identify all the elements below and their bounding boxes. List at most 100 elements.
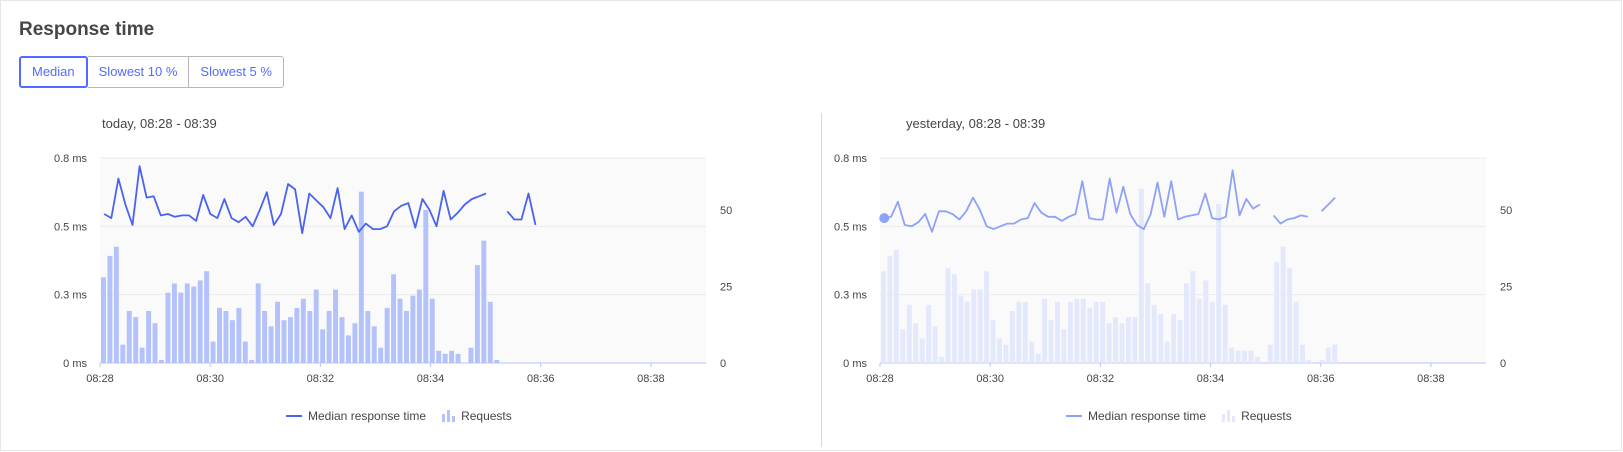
requests-bar xyxy=(990,320,996,363)
requests-bar xyxy=(455,353,461,363)
requests-bar xyxy=(210,341,216,363)
requests-bar xyxy=(494,359,500,363)
requests-bar xyxy=(1158,314,1164,363)
plot-area xyxy=(100,158,706,363)
y-left-tick-label: 0.3 ms xyxy=(834,290,868,302)
requests-bar xyxy=(977,289,983,363)
x-tick-label: 08:28 xyxy=(86,373,114,385)
requests-bar xyxy=(1132,317,1138,363)
requests-bar xyxy=(1100,301,1106,363)
requests-bar xyxy=(1306,359,1312,363)
requests-bar xyxy=(997,338,1002,363)
requests-bar xyxy=(397,298,403,363)
legend-item-median[interactable]: Median response time xyxy=(286,409,426,423)
requests-bar xyxy=(339,317,345,363)
requests-bar xyxy=(268,326,274,363)
requests-bar xyxy=(436,350,442,363)
requests-bar xyxy=(255,283,261,363)
requests-bar xyxy=(275,301,281,363)
requests-bar xyxy=(900,329,906,363)
requests-bar xyxy=(262,310,268,363)
requests-bar xyxy=(449,350,455,363)
requests-bar xyxy=(945,268,951,363)
line-legend-icon xyxy=(286,415,302,417)
x-tick-label: 08:36 xyxy=(527,373,555,385)
chart-legend: Median response time Requests xyxy=(1066,409,1292,423)
x-tick-label: 08:30 xyxy=(976,373,1004,385)
requests-bar xyxy=(133,317,139,363)
chart-yesterday-plot[interactable]: 0.8 ms 0.5 ms 0.3 ms 0 ms 50 25 0 08:28 08:30 08:… xyxy=(820,110,1540,400)
requests-bar xyxy=(345,335,351,363)
x-tick-label: 08:34 xyxy=(1197,373,1225,385)
requests-bar xyxy=(1319,359,1325,363)
requests-bar xyxy=(352,323,358,363)
y-left-tick-label: 0.3 ms xyxy=(54,290,88,302)
legend-label: Requests xyxy=(461,409,512,423)
x-tick-label: 08:38 xyxy=(1417,373,1445,385)
requests-bar xyxy=(1061,329,1067,363)
requests-bar xyxy=(939,356,944,363)
requests-bar xyxy=(171,283,177,363)
requests-bar xyxy=(307,310,313,363)
legend-label: Median response time xyxy=(1088,409,1207,423)
requests-bar xyxy=(204,271,210,363)
chart-title: today, 08:28 - 08:39 xyxy=(102,116,217,131)
requests-bar xyxy=(1119,323,1125,363)
requests-bar xyxy=(1067,301,1073,363)
chart-legend: Median response time Requests xyxy=(286,409,512,423)
requests-bar xyxy=(126,310,132,363)
requests-bar xyxy=(287,317,293,363)
legend-item-requests[interactable]: Requests xyxy=(442,409,512,423)
requests-bar xyxy=(423,210,429,363)
requests-bar xyxy=(442,353,448,363)
legend-item-requests[interactable]: Requests xyxy=(1222,409,1292,423)
requests-bar xyxy=(1164,341,1170,363)
requests-bar xyxy=(1048,320,1054,363)
requests-bar xyxy=(101,277,106,363)
chart-yesterday: yesterday, 08:28 - 08:39 0.8 ms 0.5 ms 0.3… xyxy=(820,110,1540,440)
requests-bar xyxy=(481,240,487,363)
requests-bar xyxy=(1106,323,1112,363)
requests-bar xyxy=(120,344,126,363)
y-left-tick-label: 0.5 ms xyxy=(834,221,868,233)
requests-bar xyxy=(320,329,326,363)
median-line xyxy=(884,169,1336,233)
tab-slowest-5[interactable]: Slowest 5 % xyxy=(189,56,284,88)
requests-bar xyxy=(1042,298,1048,363)
requests-bar xyxy=(1325,347,1331,363)
requests-bar xyxy=(1203,280,1209,363)
requests-bar xyxy=(429,298,435,363)
requests-bar xyxy=(984,271,990,363)
requests-bar xyxy=(1145,283,1151,363)
requests-bar xyxy=(964,301,970,363)
bars-legend-icon xyxy=(1222,410,1236,422)
requests-bar xyxy=(913,323,919,363)
x-tick-label: 08:34 xyxy=(417,373,445,385)
requests-bar xyxy=(1113,317,1119,363)
requests-bar xyxy=(1196,298,1202,363)
y-right-tick-label: 25 xyxy=(720,282,732,294)
x-tick-label: 08:32 xyxy=(1087,373,1115,385)
requests-bar xyxy=(197,280,203,363)
y-left-tick-label: 0 ms xyxy=(63,358,87,370)
legend-item-median[interactable]: Median response time xyxy=(1066,409,1206,423)
x-tick-label: 08:30 xyxy=(196,373,224,385)
requests-bar xyxy=(1009,310,1015,363)
requests-bar xyxy=(217,307,222,363)
requests-bar xyxy=(1087,307,1093,363)
requests-bar xyxy=(1216,203,1222,363)
chart-today-plot[interactable]: 0.8 ms 0.5 ms 0.3 ms 0 ms 50 25 0 08:28 08:30 08:… xyxy=(40,110,760,400)
hover-point xyxy=(879,213,890,224)
requests-bar xyxy=(919,338,925,363)
chart-title: yesterday, 08:28 - 08:39 xyxy=(906,116,1046,131)
section-title: Response time xyxy=(19,19,155,40)
requests-bar xyxy=(1016,301,1022,363)
requests-bar xyxy=(371,326,377,363)
requests-bar xyxy=(1280,246,1286,363)
requests-bar xyxy=(313,289,319,363)
tab-slowest-10[interactable]: Slowest 10 % xyxy=(87,56,190,88)
tab-median[interactable]: Median xyxy=(19,56,88,88)
requests-bar xyxy=(391,274,397,363)
requests-bar xyxy=(178,292,184,363)
